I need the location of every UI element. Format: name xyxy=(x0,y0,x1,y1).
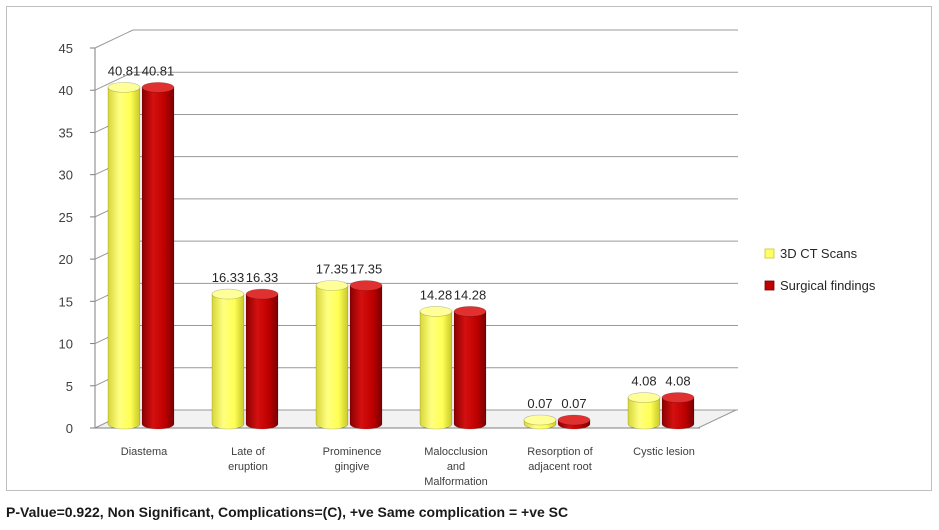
bar xyxy=(662,393,694,429)
bar xyxy=(558,415,590,429)
legend-label: Surgical findings xyxy=(780,278,876,293)
x-tick-label: eruption xyxy=(228,461,268,473)
x-tick-label: adjacent root xyxy=(528,461,592,473)
y-tick-label: 5 xyxy=(66,379,73,394)
bar xyxy=(316,280,348,429)
x-tick-label: Malocclusion xyxy=(424,446,488,458)
x-tick-label: Late of xyxy=(231,446,266,458)
data-label: 16.33 xyxy=(212,270,245,285)
data-label: 0.07 xyxy=(561,396,586,411)
x-tick-label: Diastema xyxy=(121,446,168,458)
data-label: 4.08 xyxy=(665,374,690,389)
x-tick-label: Resorption of xyxy=(527,446,593,458)
data-label: 16.33 xyxy=(246,270,279,285)
bar xyxy=(212,289,244,429)
data-label: 40.81 xyxy=(142,63,175,78)
y-tick-label: 0 xyxy=(66,421,73,436)
bar-chart: 0 5 10 15 20 25 30 35 40 45 40.81 40.81 Diastema 16.3… xyxy=(0,0,939,500)
x-tick-label: and xyxy=(447,461,465,473)
data-label: 40.81 xyxy=(108,63,141,78)
data-label: 17.35 xyxy=(350,261,383,276)
legend-swatch xyxy=(765,249,774,258)
legend-swatch xyxy=(765,281,774,290)
legend-label: 3D CT Scans xyxy=(780,246,858,261)
y-tick-label: 40 xyxy=(59,83,73,98)
bar xyxy=(454,306,486,429)
x-tick-label: gingive xyxy=(335,461,370,473)
y-tick-label: 45 xyxy=(59,41,73,56)
bar xyxy=(524,415,556,429)
y-tick-label: 30 xyxy=(59,168,73,183)
bar xyxy=(628,393,660,429)
data-label: 14.28 xyxy=(420,287,453,302)
y-tick-label: 20 xyxy=(59,252,73,267)
data-label: 4.08 xyxy=(631,374,656,389)
gridline-diagonal xyxy=(95,30,133,48)
bar xyxy=(420,306,452,429)
bar xyxy=(350,280,382,429)
data-label: 0.07 xyxy=(527,396,552,411)
x-tick-label: Malformation xyxy=(424,476,488,488)
y-tick-label: 15 xyxy=(59,294,73,309)
x-tick-label: Cystic lesion xyxy=(633,446,695,458)
bar xyxy=(142,82,174,429)
x-tick-label: Prominence xyxy=(323,446,382,458)
bar xyxy=(108,82,140,429)
data-label: 14.28 xyxy=(454,287,487,302)
footnote: P-Value=0.922, Non Significant, Complica… xyxy=(6,504,932,520)
y-tick-label: 35 xyxy=(59,125,73,140)
bar xyxy=(246,289,278,429)
y-tick-label: 25 xyxy=(59,210,73,225)
y-tick-label: 10 xyxy=(59,337,73,352)
data-label: 17.35 xyxy=(316,261,349,276)
